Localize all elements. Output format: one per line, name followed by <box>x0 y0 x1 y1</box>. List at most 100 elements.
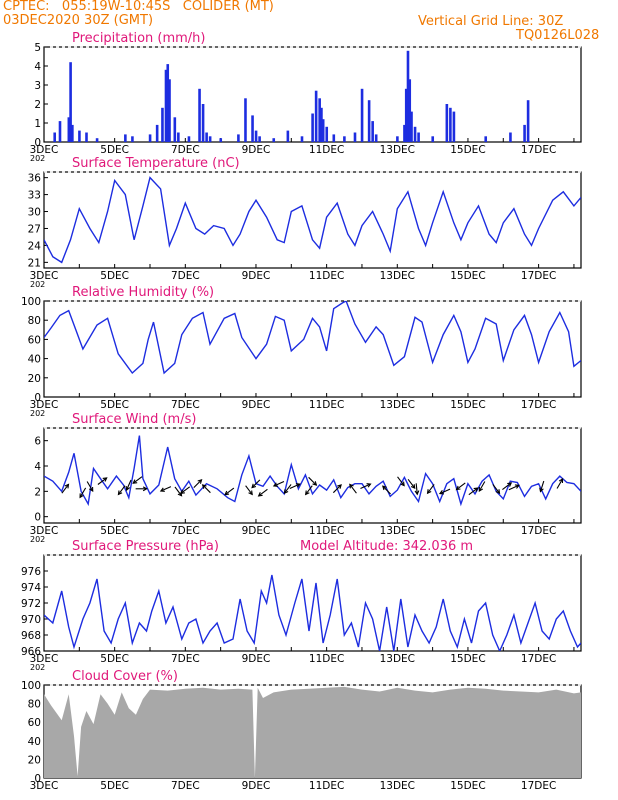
pressure-xtick-label: 3DEC <box>30 653 59 665</box>
wind-arrow <box>305 485 313 495</box>
precip-bar <box>509 132 512 142</box>
precip-bar <box>311 113 314 142</box>
precip-xtick-label: 15DEC <box>450 144 485 156</box>
run-code: TQ0126L028 <box>516 28 600 43</box>
temperature-panel: Surface Temperature (nC) 21 24 27 30 33 36 3DEC… <box>28 156 582 289</box>
wind-arrow-head <box>349 483 354 489</box>
precip-title: Precipitation (mm/h) <box>72 31 205 46</box>
temp-ytick-label: 33 <box>28 190 41 202</box>
precip-bar <box>445 104 449 142</box>
precip-bar <box>325 126 329 142</box>
wind-arrow-head <box>507 482 513 487</box>
wind-arrow <box>202 484 211 494</box>
precip-ytick-label: 2 <box>34 99 41 111</box>
cloud-ytick-label: 80 <box>28 699 41 711</box>
wind-arrow <box>478 481 486 492</box>
precip-bar <box>155 124 159 142</box>
rh-ytick-label: 100 <box>21 296 41 308</box>
rh-frame <box>43 300 582 398</box>
rh-ytick-label: 0 <box>34 392 41 404</box>
cloud-cover-panel: Cloud Cover (%) 0 20 40 60 80 100 3DEC 5DEC 7DEC 9… <box>21 669 582 792</box>
wind-arrow <box>79 487 87 498</box>
precip-bar <box>173 117 177 142</box>
wind-arrow <box>332 484 342 494</box>
wind-arrow-head <box>312 481 318 486</box>
wind-arrow-head <box>539 487 544 493</box>
rh-xtick-label: 15DEC <box>450 399 485 411</box>
cloud-title: Cloud Cover (%) <box>72 669 178 684</box>
pressure-xtick-label: 11DEC <box>309 653 344 665</box>
humidity-panel: Relative Humidity (%) 0 20 40 60 80 100 3DEC 5DE… <box>21 285 582 418</box>
pressure-xtick-label: 7DEC <box>171 653 200 665</box>
cloud-ytick-label: 60 <box>28 717 41 729</box>
precip-xtick-label: 13DEC <box>380 144 415 156</box>
precip-bar <box>148 134 152 142</box>
precip-year-stub: 202 <box>30 154 45 163</box>
cloud-xtick-label: 5DEC <box>100 780 129 792</box>
wind-arrow-head <box>142 486 148 492</box>
precip-bar <box>374 134 378 142</box>
precip-bar <box>526 100 530 142</box>
temp-xtick-label: 3DEC <box>30 270 59 282</box>
wind-arrow <box>308 476 317 486</box>
wind-arrow-head <box>438 490 444 495</box>
wind-xtick-label: 7DEC <box>171 525 200 537</box>
wind-arrow <box>468 487 478 496</box>
wind-arrow <box>284 484 292 494</box>
wind-arrow-head <box>159 487 165 492</box>
temp-xtick-label: 5DEC <box>100 270 129 282</box>
cloud-xtick-label: 13DEC <box>380 780 415 792</box>
wind-arrow <box>258 488 268 497</box>
precip-bar <box>286 130 290 142</box>
rh-xtick-label: 7DEC <box>171 399 200 411</box>
precip-bar <box>198 88 201 142</box>
pressure-ytick-label: 972 <box>21 598 41 610</box>
wind-arrow-head <box>251 483 257 489</box>
precip-bar <box>413 126 417 142</box>
model-altitude: Model Altitude: 342.036 m <box>300 539 473 554</box>
precip-bar <box>237 134 240 142</box>
precip-bar <box>161 107 164 142</box>
precip-ytick-label: 3 <box>34 80 41 92</box>
wind-arrow-head <box>410 484 416 490</box>
precip-bar <box>406 50 410 142</box>
pressure-series-line <box>44 574 581 651</box>
rh-year-stub: 202 <box>30 409 45 418</box>
wind-arrow-head <box>64 483 70 489</box>
precip-bar <box>254 130 258 142</box>
wind-xtick-label: 3DEC <box>30 525 59 537</box>
wind-arrow <box>224 487 235 496</box>
wind-arrow <box>556 478 564 489</box>
wind-arrow-head <box>514 484 520 489</box>
wind-series-line <box>44 435 581 507</box>
wind-arrow <box>97 477 108 485</box>
wind-ytick-label: 6 <box>34 436 41 448</box>
cloud-xtick-label: 7DEC <box>171 780 200 792</box>
temp-xtick-label: 7DEC <box>171 270 200 282</box>
temp-xtick-label: 9DEC <box>242 270 271 282</box>
precip-xtick-label: 5DEC <box>100 144 129 156</box>
precip-bar <box>431 136 435 142</box>
precip-bar <box>164 69 168 142</box>
precip-bar <box>131 136 134 142</box>
precipitation-panel: Precipitation (mm/h) 0 1 2 3 4 5 3DEC 5DEC 7DEC 9D… <box>30 31 582 163</box>
wind-xtick-label: 5DEC <box>100 525 129 537</box>
precip-bar <box>272 138 276 142</box>
precip-bar <box>452 111 456 142</box>
wind-arrow <box>289 483 301 490</box>
precip-bar <box>417 132 420 142</box>
wind-arrow-head <box>337 484 342 489</box>
rh-ytick-label: 60 <box>28 334 41 346</box>
wind-arrow <box>492 484 500 494</box>
wind-arrow-head <box>201 484 207 489</box>
cloud-ytick-label: 100 <box>21 680 41 692</box>
precip-bar <box>314 90 318 142</box>
precip-bar <box>208 136 212 142</box>
wind-arrow <box>174 486 182 497</box>
temp-series-line <box>44 176 581 264</box>
wind-arrow-head <box>558 477 564 483</box>
pressure-ytick-label: 966 <box>21 646 41 658</box>
wind-arrow <box>251 479 261 489</box>
pressure-xtick-label: 15DEC <box>450 653 485 665</box>
